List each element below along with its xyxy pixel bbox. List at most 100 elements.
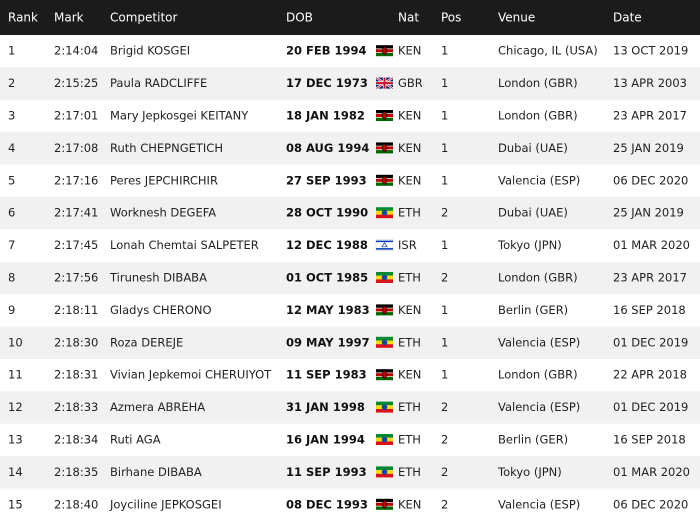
cell: 1 [441,76,448,90]
cell: 2:17:01 [54,109,98,123]
row-background [0,229,700,262]
cell: KEN [398,497,421,511]
cell: 2:18:11 [54,303,98,317]
cell: 2:18:40 [54,497,98,511]
header-bar [0,0,700,35]
flag-stripe [376,466,393,471]
flag [375,239,394,251]
flag-field [375,239,394,251]
row-background [0,294,700,327]
flag-shield [382,46,387,56]
cell: London (GBR) [498,368,578,382]
cell: 01 MAR 2020 [613,465,690,479]
cell: 2 [441,433,448,447]
flag-shield [382,370,387,380]
cell: 13 APR 2003 [613,76,687,90]
row-background [0,261,700,295]
cell: 1 [441,335,448,349]
flag-stripe [376,214,393,219]
cell: Roza DEREJE [110,335,183,349]
flag [376,174,393,186]
column-header: Rank [8,11,38,25]
cell: Lonah Chemtai SALPETER [110,238,259,252]
cell: 14 [8,465,23,479]
flag-emblem [381,404,388,410]
cell: 1 [441,238,448,252]
cell: 31 JAN 1998 [286,400,365,414]
cell: Paula RADCLIFFE [110,76,207,90]
flag-shield [382,176,387,185]
cell: 01 DEC 2019 [613,335,688,349]
flag [376,434,393,445]
cell: Valencia (ESP) [498,173,580,187]
cell: 1 [441,368,448,382]
cell: 1 [8,44,15,58]
cell: ETH [398,465,421,479]
cell: Brigid KOSGEI [110,44,190,58]
cell: London (GBR) [498,76,578,90]
cell: 16 SEP 2018 [613,433,686,447]
cell: KEN [398,173,421,187]
cell: Tokyo (JPN) [497,465,562,479]
flag-stripe [376,441,393,445]
row-background [0,391,700,424]
flag-star [381,241,388,248]
cell: 25 JAN 2019 [613,141,684,155]
cell: 06 DEC 2020 [613,497,688,511]
row-background [0,326,700,359]
cell: 9 [8,303,15,317]
cell: 16 SEP 2018 [613,303,686,317]
cell: Azmera ABREHA [110,400,205,414]
cell: 11 SEP 1983 [286,368,367,382]
cell: Joyciline JEPKOSGEI [109,497,222,511]
cell: 2:17:56 [54,271,98,285]
cell: 2:18:31 [54,368,98,382]
cell: 2 [441,206,448,220]
cell: ETH [398,271,421,285]
cell: KEN [398,44,421,58]
cell: 13 [8,433,23,447]
row-background [0,423,700,457]
cell: 22 APR 2018 [613,368,687,382]
flag-emblem [381,436,388,443]
flag-stripe [376,473,393,478]
flag [375,76,394,90]
cell: 2 [441,465,448,479]
cell: 08 DEC 1993 [286,497,368,511]
flag [376,207,393,219]
cell: Vivian Jepkemoi CHERUIYOT [110,368,272,382]
cell: Dubai (UAE) [498,141,568,155]
flag-stripe [376,279,393,283]
cell: 06 DEC 2020 [613,173,688,187]
cell: 4 [8,141,15,155]
cell: 2 [441,271,448,285]
cell: 11 [8,368,23,382]
cell: 18 JAN 1982 [286,109,365,123]
cell: 1 [441,109,448,123]
flag [376,110,393,121]
cell: 2 [441,497,448,511]
cell: Valencia (ESP) [498,335,580,349]
cell: GBR [398,76,423,90]
cell: ISR [398,238,417,252]
cell: 17 DEC 1973 [286,76,368,90]
cell: 12 DEC 1988 [286,238,368,252]
cell: 2 [441,400,448,414]
row-background [0,488,700,521]
flag [376,142,393,154]
cell: London (GBR) [498,109,578,123]
row-background [0,67,700,100]
cell: ETH [398,433,421,447]
flag-emblem [381,274,388,281]
row-background [0,164,700,197]
flag [376,336,393,348]
cell: 5 [8,173,15,187]
flag-stripe [376,207,393,211]
flag-stripe [376,401,393,406]
cell: London (GBR) [498,271,578,285]
cell: 25 JAN 2019 [613,206,684,220]
cell: 6 [8,206,15,220]
flag-stripe [376,240,393,243]
cell: Peres JEPCHIRCHIR [110,173,218,187]
